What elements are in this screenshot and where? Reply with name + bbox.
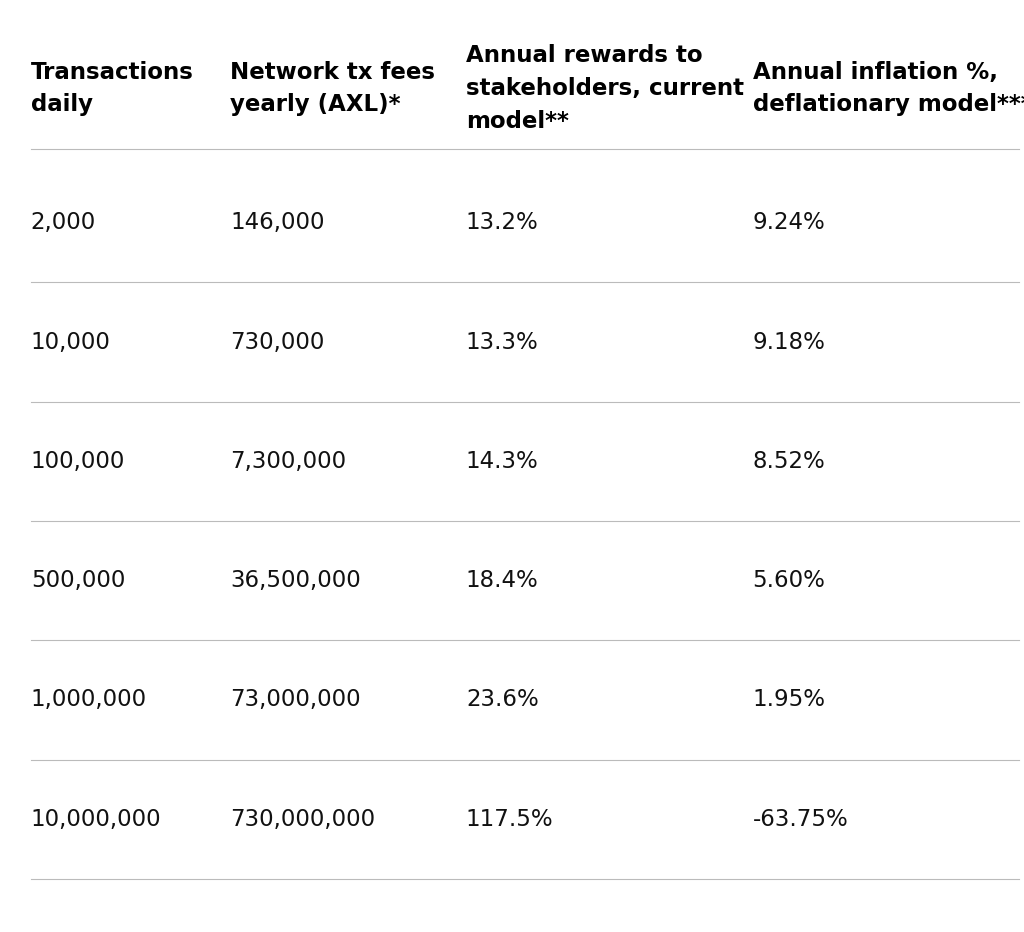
Text: 730,000: 730,000: [230, 331, 325, 353]
Text: 8.52%: 8.52%: [753, 450, 825, 473]
Text: 36,500,000: 36,500,000: [230, 569, 361, 592]
Text: 7,300,000: 7,300,000: [230, 450, 346, 473]
Text: 18.4%: 18.4%: [466, 569, 539, 592]
Text: 14.3%: 14.3%: [466, 450, 539, 473]
Text: 73,000,000: 73,000,000: [230, 689, 361, 711]
Text: 5.60%: 5.60%: [753, 569, 825, 592]
Text: Network tx fees
yearly (AXL)*: Network tx fees yearly (AXL)*: [230, 61, 435, 116]
Text: 13.2%: 13.2%: [466, 212, 539, 234]
Text: 2,000: 2,000: [31, 212, 96, 234]
Text: Annual rewards to
stakeholders, current
model**: Annual rewards to stakeholders, current …: [466, 44, 743, 133]
Text: 9.24%: 9.24%: [753, 212, 825, 234]
Text: 10,000: 10,000: [31, 331, 111, 353]
Text: 13.3%: 13.3%: [466, 331, 539, 353]
Text: 10,000,000: 10,000,000: [31, 808, 162, 830]
Text: 1,000,000: 1,000,000: [31, 689, 146, 711]
Text: 500,000: 500,000: [31, 569, 125, 592]
Text: 117.5%: 117.5%: [466, 808, 554, 830]
Text: Annual inflation %,
deflationary model***: Annual inflation %, deflationary model**…: [753, 61, 1024, 116]
Text: 23.6%: 23.6%: [466, 689, 539, 711]
Text: 146,000: 146,000: [230, 212, 325, 234]
Text: 100,000: 100,000: [31, 450, 125, 473]
Text: Transactions
daily: Transactions daily: [31, 61, 194, 116]
Text: 730,000,000: 730,000,000: [230, 808, 376, 830]
Text: 9.18%: 9.18%: [753, 331, 825, 353]
Text: 1.95%: 1.95%: [753, 689, 825, 711]
Text: -63.75%: -63.75%: [753, 808, 849, 830]
